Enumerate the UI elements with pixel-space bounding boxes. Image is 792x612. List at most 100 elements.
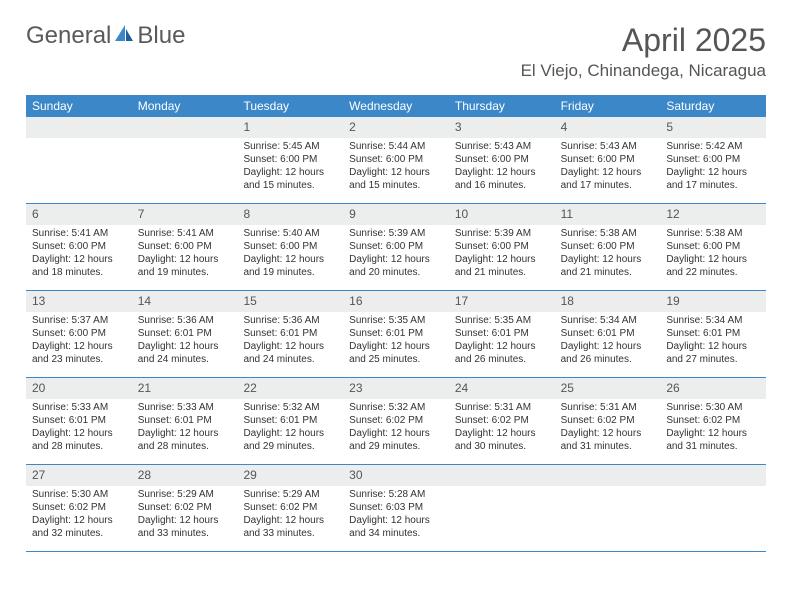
daylight-line: Daylight: 12 hours and 22 minutes. xyxy=(666,253,760,279)
day-header: Friday xyxy=(555,95,661,117)
cell-body: Sunrise: 5:42 AMSunset: 6:00 PMDaylight:… xyxy=(660,138,766,198)
cell-body: Sunrise: 5:31 AMSunset: 6:02 PMDaylight:… xyxy=(555,399,661,459)
calendar-cell: 15Sunrise: 5:36 AMSunset: 6:01 PMDayligh… xyxy=(237,291,343,377)
sunrise-line: Sunrise: 5:33 AM xyxy=(138,401,232,414)
daylight-line: Daylight: 12 hours and 15 minutes. xyxy=(349,166,443,192)
day-number: 14 xyxy=(132,291,238,312)
sunset-line: Sunset: 6:00 PM xyxy=(243,153,337,166)
day-number: 13 xyxy=(26,291,132,312)
day-number: 17 xyxy=(449,291,555,312)
sunrise-line: Sunrise: 5:42 AM xyxy=(666,140,760,153)
sunset-line: Sunset: 6:01 PM xyxy=(138,414,232,427)
calendar-cell: 1Sunrise: 5:45 AMSunset: 6:00 PMDaylight… xyxy=(237,117,343,203)
sunrise-line: Sunrise: 5:37 AM xyxy=(32,314,126,327)
calendar-cell: 4Sunrise: 5:43 AMSunset: 6:00 PMDaylight… xyxy=(555,117,661,203)
cell-body: Sunrise: 5:34 AMSunset: 6:01 PMDaylight:… xyxy=(555,312,661,372)
daylight-line: Daylight: 12 hours and 34 minutes. xyxy=(349,514,443,540)
day-number xyxy=(449,465,555,486)
daylight-line: Daylight: 12 hours and 31 minutes. xyxy=(561,427,655,453)
sunset-line: Sunset: 6:00 PM xyxy=(243,240,337,253)
daylight-line: Daylight: 12 hours and 17 minutes. xyxy=(666,166,760,192)
sunrise-line: Sunrise: 5:28 AM xyxy=(349,488,443,501)
calendar-cell: 5Sunrise: 5:42 AMSunset: 6:00 PMDaylight… xyxy=(660,117,766,203)
daylight-line: Daylight: 12 hours and 18 minutes. xyxy=(32,253,126,279)
cell-body: Sunrise: 5:38 AMSunset: 6:00 PMDaylight:… xyxy=(660,225,766,285)
day-number: 26 xyxy=(660,378,766,399)
calendar-cell: 2Sunrise: 5:44 AMSunset: 6:00 PMDaylight… xyxy=(343,117,449,203)
day-number: 11 xyxy=(555,204,661,225)
sunrise-line: Sunrise: 5:38 AM xyxy=(561,227,655,240)
cell-body: Sunrise: 5:29 AMSunset: 6:02 PMDaylight:… xyxy=(237,486,343,546)
day-number: 4 xyxy=(555,117,661,138)
week-row: 1Sunrise: 5:45 AMSunset: 6:00 PMDaylight… xyxy=(26,117,766,204)
sunrise-line: Sunrise: 5:32 AM xyxy=(349,401,443,414)
sunset-line: Sunset: 6:02 PM xyxy=(32,501,126,514)
day-header-row: SundayMondayTuesdayWednesdayThursdayFrid… xyxy=(26,95,766,117)
sunrise-line: Sunrise: 5:35 AM xyxy=(455,314,549,327)
day-number xyxy=(660,465,766,486)
sunset-line: Sunset: 6:02 PM xyxy=(561,414,655,427)
daylight-line: Daylight: 12 hours and 25 minutes. xyxy=(349,340,443,366)
day-number: 30 xyxy=(343,465,449,486)
week-row: 27Sunrise: 5:30 AMSunset: 6:02 PMDayligh… xyxy=(26,465,766,552)
calendar-cell: 10Sunrise: 5:39 AMSunset: 6:00 PMDayligh… xyxy=(449,204,555,290)
daylight-line: Daylight: 12 hours and 28 minutes. xyxy=(138,427,232,453)
cell-body: Sunrise: 5:34 AMSunset: 6:01 PMDaylight:… xyxy=(660,312,766,372)
sunset-line: Sunset: 6:03 PM xyxy=(349,501,443,514)
cell-body: Sunrise: 5:29 AMSunset: 6:02 PMDaylight:… xyxy=(132,486,238,546)
calendar-cell: 29Sunrise: 5:29 AMSunset: 6:02 PMDayligh… xyxy=(237,465,343,551)
title-block: April 2025 El Viejo, Chinandega, Nicarag… xyxy=(521,22,766,81)
sunrise-line: Sunrise: 5:31 AM xyxy=(561,401,655,414)
day-number: 19 xyxy=(660,291,766,312)
day-number: 12 xyxy=(660,204,766,225)
day-number: 24 xyxy=(449,378,555,399)
sunset-line: Sunset: 6:00 PM xyxy=(561,153,655,166)
calendar-cell: 20Sunrise: 5:33 AMSunset: 6:01 PMDayligh… xyxy=(26,378,132,464)
daylight-line: Daylight: 12 hours and 33 minutes. xyxy=(138,514,232,540)
day-number: 22 xyxy=(237,378,343,399)
sunrise-line: Sunrise: 5:38 AM xyxy=(666,227,760,240)
sunset-line: Sunset: 6:01 PM xyxy=(561,327,655,340)
sunrise-line: Sunrise: 5:36 AM xyxy=(138,314,232,327)
day-number: 25 xyxy=(555,378,661,399)
day-header: Sunday xyxy=(26,95,132,117)
sunset-line: Sunset: 6:00 PM xyxy=(349,240,443,253)
page-header: General Blue April 2025 El Viejo, Chinan… xyxy=(26,22,766,81)
week-row: 13Sunrise: 5:37 AMSunset: 6:00 PMDayligh… xyxy=(26,291,766,378)
cell-body: Sunrise: 5:41 AMSunset: 6:00 PMDaylight:… xyxy=(26,225,132,285)
sunrise-line: Sunrise: 5:40 AM xyxy=(243,227,337,240)
cell-body: Sunrise: 5:45 AMSunset: 6:00 PMDaylight:… xyxy=(237,138,343,198)
sunset-line: Sunset: 6:00 PM xyxy=(666,240,760,253)
cell-body: Sunrise: 5:28 AMSunset: 6:03 PMDaylight:… xyxy=(343,486,449,546)
daylight-line: Daylight: 12 hours and 32 minutes. xyxy=(32,514,126,540)
calendar-cell: 18Sunrise: 5:34 AMSunset: 6:01 PMDayligh… xyxy=(555,291,661,377)
calendar-cell: 27Sunrise: 5:30 AMSunset: 6:02 PMDayligh… xyxy=(26,465,132,551)
daylight-line: Daylight: 12 hours and 29 minutes. xyxy=(243,427,337,453)
sunrise-line: Sunrise: 5:41 AM xyxy=(32,227,126,240)
day-number: 28 xyxy=(132,465,238,486)
cell-body: Sunrise: 5:32 AMSunset: 6:01 PMDaylight:… xyxy=(237,399,343,459)
day-number: 5 xyxy=(660,117,766,138)
sunrise-line: Sunrise: 5:45 AM xyxy=(243,140,337,153)
location: El Viejo, Chinandega, Nicaragua xyxy=(521,61,766,81)
brand-part1: General xyxy=(26,22,111,50)
day-number: 7 xyxy=(132,204,238,225)
sunrise-line: Sunrise: 5:35 AM xyxy=(349,314,443,327)
daylight-line: Daylight: 12 hours and 30 minutes. xyxy=(455,427,549,453)
sunrise-line: Sunrise: 5:43 AM xyxy=(455,140,549,153)
calendar-cell: 24Sunrise: 5:31 AMSunset: 6:02 PMDayligh… xyxy=(449,378,555,464)
sunrise-line: Sunrise: 5:34 AM xyxy=(561,314,655,327)
daylight-line: Daylight: 12 hours and 15 minutes. xyxy=(243,166,337,192)
sunrise-line: Sunrise: 5:30 AM xyxy=(666,401,760,414)
calendar-cell: 3Sunrise: 5:43 AMSunset: 6:00 PMDaylight… xyxy=(449,117,555,203)
calendar-cell: 9Sunrise: 5:39 AMSunset: 6:00 PMDaylight… xyxy=(343,204,449,290)
sunset-line: Sunset: 6:02 PM xyxy=(138,501,232,514)
calendar-cell: 30Sunrise: 5:28 AMSunset: 6:03 PMDayligh… xyxy=(343,465,449,551)
day-number: 2 xyxy=(343,117,449,138)
calendar-cell: 28Sunrise: 5:29 AMSunset: 6:02 PMDayligh… xyxy=(132,465,238,551)
daylight-line: Daylight: 12 hours and 27 minutes. xyxy=(666,340,760,366)
daylight-line: Daylight: 12 hours and 31 minutes. xyxy=(666,427,760,453)
cell-body: Sunrise: 5:41 AMSunset: 6:00 PMDaylight:… xyxy=(132,225,238,285)
daylight-line: Daylight: 12 hours and 26 minutes. xyxy=(455,340,549,366)
cell-body: Sunrise: 5:30 AMSunset: 6:02 PMDaylight:… xyxy=(660,399,766,459)
